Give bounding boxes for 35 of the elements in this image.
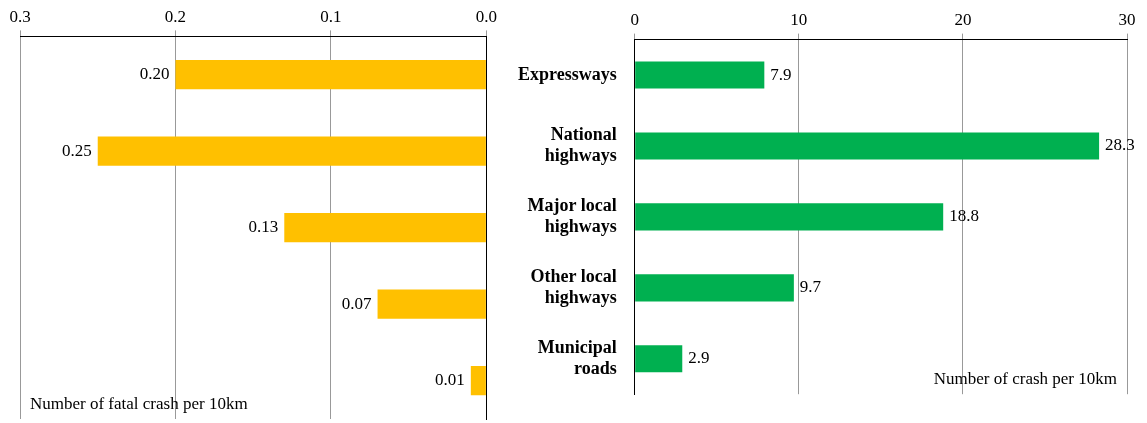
y-tick-label: Municipal roads (537, 336, 617, 379)
x-tick-label: 20 (954, 9, 972, 29)
data-label: 18.8 (949, 206, 979, 226)
bar (377, 289, 486, 319)
x-tick-label: 0.1 (320, 6, 342, 26)
data-label: 9.7 (799, 277, 822, 297)
x-axis-title: Number of crash per 10km (933, 369, 1117, 389)
x-tick-label: 10 (790, 9, 808, 29)
data-label: 28.3 (1105, 135, 1135, 155)
x-tick-label: 0.0 (475, 6, 497, 26)
bar (284, 213, 486, 243)
data-label: 0.13 (248, 217, 279, 237)
data-label: 0.20 (139, 64, 170, 84)
data-label: 0.07 (341, 293, 373, 313)
x-tick-label: 0.2 (164, 6, 187, 26)
data-label: 7.9 (770, 64, 792, 84)
bar (470, 366, 486, 396)
y-tick-label: Major local highways (527, 194, 617, 237)
bar (635, 61, 765, 89)
y-tick-label: National highways (544, 123, 617, 166)
bar (635, 203, 944, 231)
data-label: 0.01 (435, 370, 465, 390)
bar (175, 60, 486, 90)
x-tick-label: 30 (1118, 9, 1136, 29)
y-tick-label: Expressways (518, 63, 617, 84)
x-tick-label: 0.3 (9, 6, 31, 26)
y-tick-label: Other local highways (530, 265, 617, 308)
bar (635, 274, 794, 302)
bar (97, 136, 486, 166)
x-tick-label: 0 (630, 9, 639, 29)
bar (635, 345, 683, 373)
data-label: 0.25 (61, 140, 92, 160)
x-axis-title: Number of fatal crash per 10km (30, 393, 248, 413)
bar (635, 132, 1100, 160)
data-label: 2.9 (688, 348, 710, 368)
